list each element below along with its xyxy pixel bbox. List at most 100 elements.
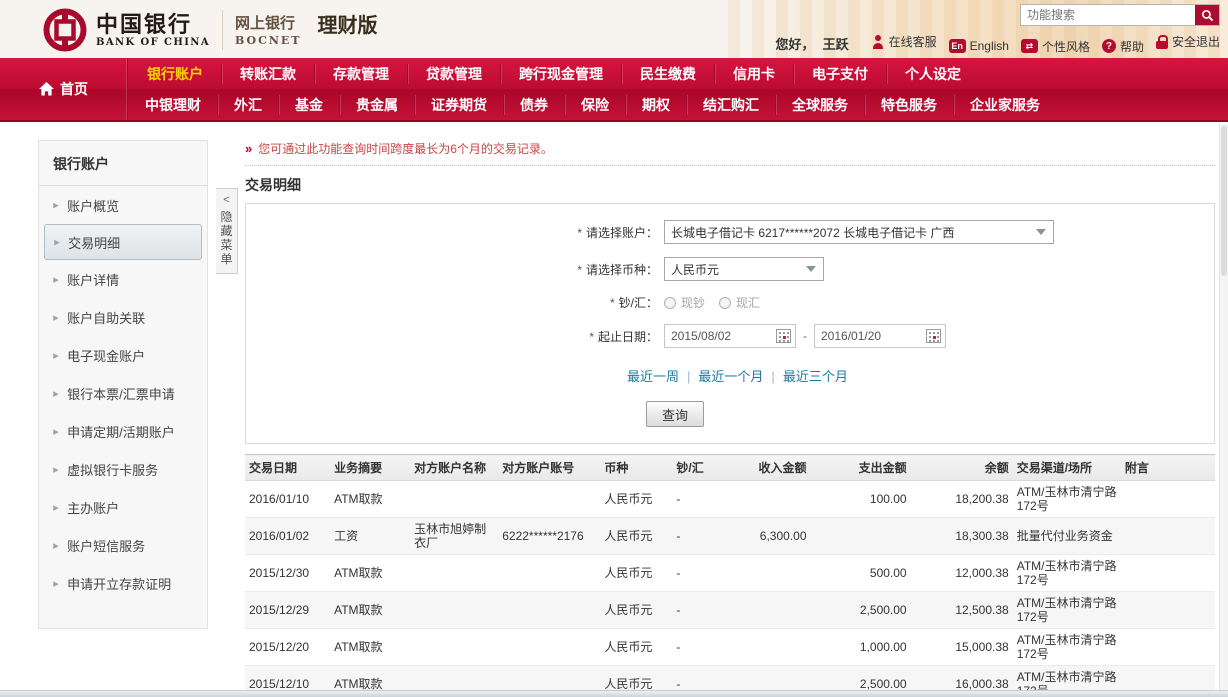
header-link-online-service[interactable]: 在线客服 [871, 33, 937, 50]
account-select[interactable]: 长城电子借记卡 6217******2072 长城电子借记卡 广西 [664, 220, 1054, 244]
cash-option[interactable]: 现钞 [664, 294, 705, 311]
nav-item-信用卡[interactable]: 信用卡 [714, 63, 793, 84]
sidebar-item[interactable]: ▶ 账户概览 [39, 186, 207, 224]
nav-item-基金[interactable]: 基金 [278, 94, 339, 115]
triangle-icon: ▶ [53, 388, 59, 398]
greeting: 您好， [775, 37, 815, 53]
column-header-income: 收入金额 [720, 454, 811, 481]
nav-item-存款管理[interactable]: 存款管理 [314, 63, 407, 84]
header-link-safe-logout[interactable]: 安全退出 [1155, 33, 1220, 50]
boc-logo-icon [43, 8, 87, 52]
nav-item-全球服务[interactable]: 全球服务 [775, 94, 864, 115]
sidebar-item[interactable]: ▶ 账户自助关联 [39, 298, 207, 336]
date-to-field [814, 324, 946, 348]
vertical-scrollbar[interactable] [1219, 124, 1228, 690]
table-row: 2016/01/10 ATM取款 人民币元 - 100.00 18,200.38 ATM/玉… [245, 480, 1215, 518]
sidebar-item[interactable]: ▶ 主办账户 [39, 488, 207, 526]
function-search [1020, 4, 1220, 26]
search-button[interactable] [1195, 5, 1219, 25]
cell-channel: ATM/玉林市清宁路172号 [1012, 591, 1121, 629]
bottom-scroll-strip [0, 690, 1228, 697]
agent-icon [871, 34, 885, 49]
radio-label: 现钞 [681, 296, 706, 310]
user-bar: 您好， 王跃 在线客服 En English ⇄ 个性风格? 帮助 安全退出 [776, 33, 1220, 55]
notice-text: 您可通过此功能查询时间跨度最长为6个月的交易记录。 [258, 142, 553, 156]
scrollbar-thumb[interactable] [1221, 126, 1227, 276]
cell-channel: ATM/玉林市清宁路172号 [1012, 554, 1121, 592]
quick-range-link[interactable]: 最近一周 [627, 369, 680, 384]
sidebar-item[interactable]: ▶ 申请开立存款证明 [39, 564, 207, 602]
nav-item-跨行现金管理[interactable]: 跨行现金管理 [500, 63, 621, 84]
date-range-label: * 起止日期： [589, 329, 658, 344]
header-link-label: 在线客服 [888, 35, 937, 49]
sidebar: 银行账户 ▶ 账户概览 ▶ 交易明细 ▶ 账户详情 ▶ 账户自助关联 ▶ 电子现金账户 ▶ 银行本票/… [38, 140, 208, 629]
triangle-icon: ▶ [53, 578, 59, 588]
notice: » 您可通过此功能查询时间跨度最长为6个月的交易记录。 [245, 140, 1215, 166]
sidebar-item-label: 账户自助关联 [67, 310, 146, 326]
calendar-icon[interactable] [926, 329, 941, 343]
nav-item-个人设定[interactable]: 个人设定 [886, 63, 979, 84]
nav-item-贵金属[interactable]: 贵金属 [339, 94, 414, 115]
nav-item-特色服务[interactable]: 特色服务 [864, 94, 953, 115]
hide-menu-tab[interactable]: < 隐藏菜单 [216, 188, 238, 274]
nav-item-债券[interactable]: 债券 [503, 94, 564, 115]
sidebar-item[interactable]: ▶ 账户详情 [39, 260, 207, 298]
quick-range-link[interactable]: 最近三个月 [782, 369, 848, 384]
header-link-english[interactable]: En English [948, 38, 1009, 53]
date-to-input[interactable] [821, 329, 911, 343]
table-head: 交易日期 业务摘要 对方账户名称 对方账户账号 币种 钞/汇 收入金额 支出金额 余额 交易渠道/… [245, 454, 1215, 481]
cell-cash_remit: - [672, 591, 721, 629]
chevron-down-icon [806, 266, 816, 272]
cell-date: 2016/01/10 [245, 480, 331, 518]
triangle-icon: ▶ [53, 350, 59, 360]
nav-item-贷款管理[interactable]: 贷款管理 [407, 63, 500, 84]
cell-remark [1120, 480, 1215, 518]
nav-item-外汇[interactable]: 外汇 [217, 94, 278, 115]
quick-range-link[interactable]: 最近一个月 [698, 369, 764, 384]
cell-income: 6,300.00 [720, 517, 811, 555]
nav-item-电子支付[interactable]: 电子支付 [793, 63, 886, 84]
nav-item-期权[interactable]: 期权 [625, 94, 686, 115]
cell-cp_acct: 6222******2176 [498, 517, 601, 555]
search-input[interactable] [1021, 5, 1195, 25]
column-header-cp_acct: 对方账户账号 [498, 454, 601, 481]
query-button[interactable]: 查询 [646, 401, 705, 427]
nav-row-2: 中银理财 外汇 基金 贵金属 证券期货 债券 保险 期权 结汇购汇 全球服务 特色服务 企业家服务 [129, 89, 1228, 120]
chevron-down-icon [1036, 229, 1046, 235]
sidebar-item[interactable]: ▶ 申请定期/活期账户 [39, 412, 207, 450]
header-row: 交易日期 业务摘要 对方账户名称 对方账户账号 币种 钞/汇 收入金额 支出金额 余额 交易渠道/… [245, 454, 1215, 481]
sidebar-item[interactable]: ▶ 虚拟银行卡服务 [39, 450, 207, 488]
header-link-label: 个性风格 [1041, 39, 1090, 54]
cell-expense: 500.00 [810, 554, 911, 592]
calendar-icon[interactable] [776, 329, 791, 343]
column-header-date: 交易日期 [245, 454, 331, 481]
nav-item-银行账户[interactable]: 银行账户 [147, 65, 203, 82]
nav-item-转账汇款[interactable]: 转账汇款 [221, 63, 314, 84]
sidebar-item[interactable]: ▶ 银行本票/汇票申请 [39, 374, 207, 412]
sidebar-item[interactable]: ▶ 交易明细 [44, 224, 202, 260]
sidebar-item[interactable]: ▶ 电子现金账户 [39, 336, 207, 374]
cell-balance: 18,300.38 [910, 517, 1013, 555]
date-from-input[interactable] [671, 329, 761, 343]
nav-item-民生缴费[interactable]: 民生缴费 [621, 63, 714, 84]
nav-item-结汇购汇[interactable]: 结汇购汇 [686, 94, 775, 115]
cell-balance: 12,000.38 [910, 554, 1013, 592]
cash-option[interactable]: 现汇 [719, 294, 760, 311]
currency-select[interactable]: 人民币元 [664, 257, 824, 281]
triangle-icon: ▶ [53, 274, 59, 284]
nav-home[interactable]: 首页 [0, 58, 128, 120]
header-link-personal-style[interactable]: ⇄ 个性风格 [1020, 38, 1090, 55]
section-title: 交易明细 [245, 177, 301, 193]
cell-currency: 人民币元 [600, 480, 673, 518]
nav-item-证券期货[interactable]: 证券期货 [414, 94, 503, 115]
nav-item-保险[interactable]: 保险 [564, 94, 625, 115]
nav-home-label: 首页 [60, 81, 88, 97]
currency-select-value: 人民币元 [671, 262, 720, 277]
cell-cp_acct [498, 628, 601, 666]
nav-item-企业家服务[interactable]: 企业家服务 [953, 94, 1056, 115]
nav-item-中银理财[interactable]: 中银理财 [145, 96, 201, 113]
separator: | [687, 369, 691, 384]
header-link-help[interactable]: ? 帮助 [1101, 38, 1144, 55]
sidebar-item[interactable]: ▶ 账户短信服务 [39, 526, 207, 564]
cell-remark [1120, 517, 1215, 555]
